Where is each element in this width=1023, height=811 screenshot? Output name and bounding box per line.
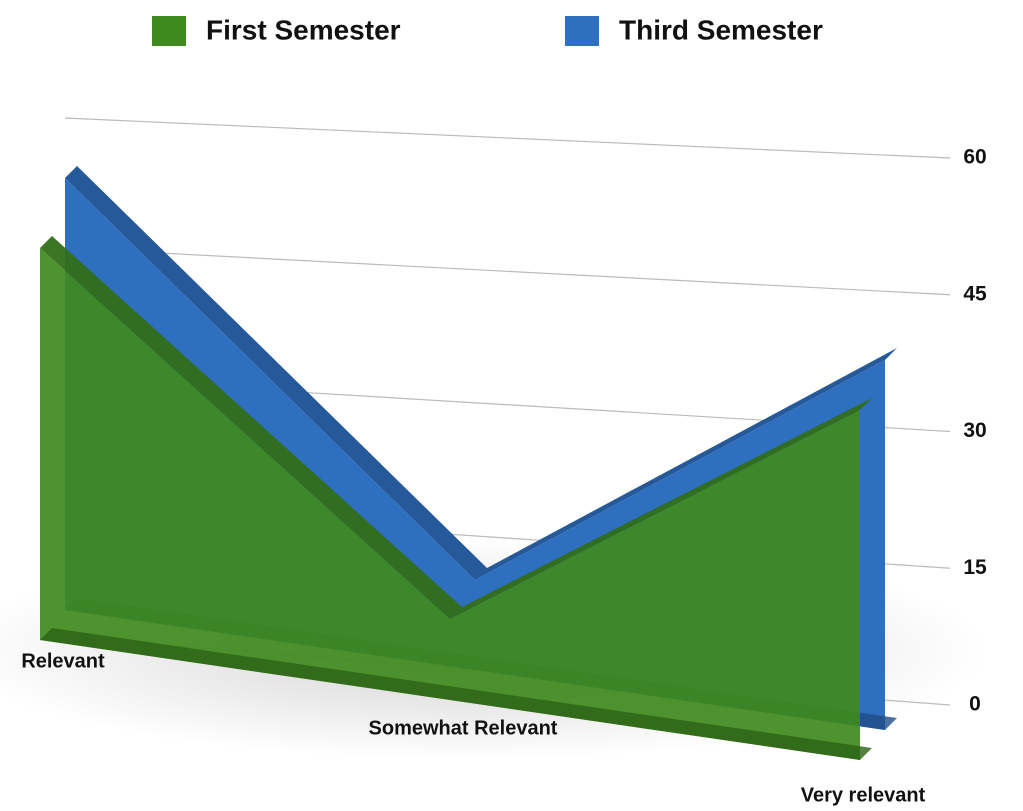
- x-tick-label: Very relevant: [801, 784, 926, 806]
- y-tick-label: 30: [963, 419, 986, 442]
- grid-line: [64, 247, 951, 296]
- legend-label: Third Semester: [619, 14, 823, 45]
- y-tick-label: 45: [963, 282, 987, 305]
- legend-swatch: [152, 16, 186, 46]
- area: [40, 248, 860, 760]
- x-tick-label: Somewhat Relevant: [369, 717, 558, 739]
- y-tick-label: 0: [969, 693, 981, 716]
- y-tick-label: 60: [963, 146, 986, 169]
- area-bottom: [40, 628, 872, 760]
- grid-line: [64, 117, 951, 159]
- legend-swatch: [565, 16, 599, 46]
- y-tick-label: 15: [963, 556, 987, 579]
- legend-label: First Semester: [206, 14, 401, 45]
- x-tick-label: Relevant: [21, 650, 105, 672]
